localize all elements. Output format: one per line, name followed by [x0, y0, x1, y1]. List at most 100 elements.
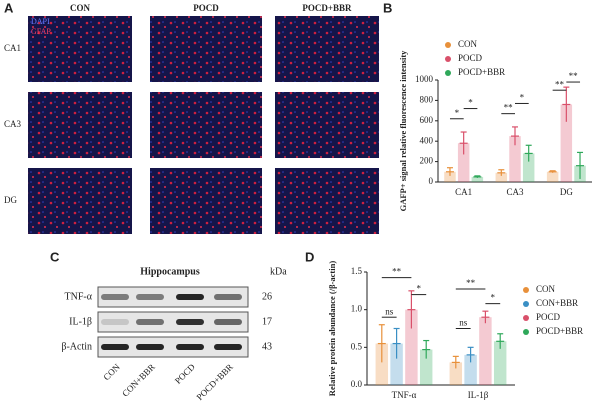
band: [214, 319, 242, 325]
band: [136, 344, 164, 350]
legend-label: POCD+BBR: [458, 67, 505, 77]
lane-label: POCD: [173, 361, 197, 385]
bar: [546, 171, 559, 182]
band: [101, 294, 129, 300]
legend-label: CON: [458, 39, 478, 49]
lane-label: CON+BBR: [120, 362, 157, 399]
band: [176, 344, 204, 350]
legend-marker: [445, 56, 451, 62]
bar: [449, 362, 463, 385]
lane-label: POCD+BBR: [195, 362, 235, 402]
column-label: CON: [70, 3, 91, 13]
micrograph: [275, 16, 379, 82]
panel-label: C: [50, 249, 60, 264]
bar: [479, 317, 492, 385]
x-tick-label: IL-1β: [468, 390, 489, 400]
y-tick-label: 200: [420, 156, 434, 166]
legend-label: CON: [536, 284, 556, 294]
bar: [390, 343, 403, 385]
legend-marker: [445, 42, 451, 48]
band: [176, 294, 204, 300]
bar: [464, 354, 477, 385]
significance-label: **: [504, 103, 514, 113]
kda-label: 43: [262, 341, 272, 352]
bar: [457, 143, 470, 182]
bar: [419, 349, 433, 385]
legend-marker: [523, 287, 529, 293]
column-label: POCD+BBR: [302, 3, 352, 13]
kda-label: 17: [262, 316, 272, 327]
micrograph: [28, 92, 132, 158]
bar: [405, 309, 418, 385]
blot-strip: [97, 311, 249, 333]
protein-label: β-Actin: [61, 341, 92, 352]
x-tick-label: CA3: [506, 187, 524, 197]
legend-label: POCD: [458, 53, 483, 63]
micrograph: [275, 92, 379, 158]
legend-label: CON+BBR: [536, 298, 578, 308]
y-tick-label: 1.5: [351, 266, 363, 276]
blot-unit: kDa: [270, 266, 287, 277]
significance-label: *: [417, 284, 422, 294]
micrograph: [150, 168, 262, 234]
lane-label: CON: [101, 361, 122, 382]
significance-label: **: [466, 278, 476, 288]
legend-marker: [445, 70, 451, 76]
micrograph: [28, 168, 132, 234]
micrograph: [28, 16, 132, 82]
x-tick-label: CA1: [455, 187, 472, 197]
y-tick-label: 1000: [415, 74, 434, 84]
bar: [560, 104, 573, 182]
significance-label: **: [569, 71, 579, 81]
row-label: CA3: [4, 119, 22, 129]
significance-label: *: [520, 93, 525, 103]
x-tick-label: TNF-α: [392, 390, 417, 400]
bar: [495, 172, 508, 182]
band: [101, 319, 129, 325]
significance-label: *: [455, 108, 460, 118]
legend-marker: [523, 301, 529, 307]
legend-label: POCD+BBR: [536, 326, 583, 336]
legend-marker: [523, 329, 529, 335]
blot-strip: [97, 336, 249, 358]
row-label: DG: [4, 195, 17, 205]
significance-label: ns: [459, 318, 468, 328]
significance-label: *: [468, 98, 473, 108]
bar: [471, 176, 484, 182]
significance-label: **: [555, 79, 565, 89]
y-axis-title: GAFP+ signal relative fluorescence inten…: [398, 50, 408, 212]
row-label: CA1: [4, 43, 21, 53]
y-tick-label: 1.0: [351, 304, 363, 314]
significance-label: *: [491, 293, 496, 303]
micrograph: [150, 16, 262, 82]
micrograph: [275, 168, 379, 234]
band: [214, 344, 242, 350]
band: [214, 294, 242, 300]
y-tick-label: 600: [420, 115, 434, 125]
band: [176, 319, 204, 325]
y-tick-label: 800: [420, 94, 434, 104]
significance-label: **: [392, 267, 402, 277]
protein-label: TNF-α: [65, 291, 93, 302]
band: [136, 294, 164, 300]
x-tick-label: DG: [560, 187, 573, 197]
bar: [522, 153, 535, 182]
y-tick-label: 400: [420, 135, 434, 145]
micrograph: [150, 92, 262, 158]
y-tick-label: 0.0: [351, 379, 363, 389]
legend-label: POCD: [536, 312, 561, 322]
kda-label: 26: [262, 291, 272, 302]
y-tick-label: 0: [429, 176, 434, 186]
bar: [375, 343, 389, 385]
band: [136, 319, 164, 325]
y-tick-label: 0.5: [351, 341, 363, 351]
band: [101, 344, 129, 350]
panel-label: B: [383, 0, 392, 15]
bar: [493, 341, 507, 385]
panel-label: A: [4, 0, 14, 15]
blot-title: Hippocampus: [140, 266, 200, 277]
y-axis-title: Relative protein abundance (/β-actin): [327, 261, 337, 397]
